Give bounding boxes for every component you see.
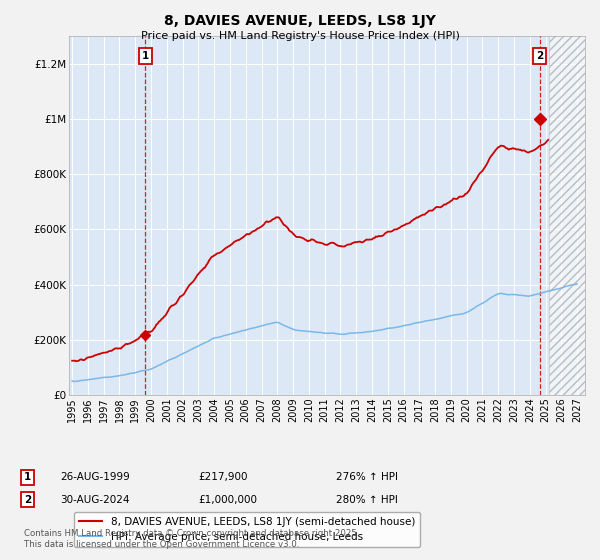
Text: £217,900: £217,900 [198,472,248,482]
Legend: 8, DAVIES AVENUE, LEEDS, LS8 1JY (semi-detached house), HPI: Average price, semi: 8, DAVIES AVENUE, LEEDS, LS8 1JY (semi-d… [74,512,420,547]
Text: 30-AUG-2024: 30-AUG-2024 [60,494,130,505]
Text: Contains HM Land Registry data © Crown copyright and database right 2025.
This d: Contains HM Land Registry data © Crown c… [24,529,359,549]
Text: 8, DAVIES AVENUE, LEEDS, LS8 1JY: 8, DAVIES AVENUE, LEEDS, LS8 1JY [164,14,436,28]
Text: Price paid vs. HM Land Registry's House Price Index (HPI): Price paid vs. HM Land Registry's House … [140,31,460,41]
Text: 1: 1 [142,51,149,60]
Text: 1: 1 [24,472,31,482]
Text: 2: 2 [536,51,543,60]
Text: 26-AUG-1999: 26-AUG-1999 [60,472,130,482]
Text: 280% ↑ HPI: 280% ↑ HPI [336,494,398,505]
Text: 2: 2 [24,494,31,505]
Text: £1,000,000: £1,000,000 [198,494,257,505]
Text: 276% ↑ HPI: 276% ↑ HPI [336,472,398,482]
